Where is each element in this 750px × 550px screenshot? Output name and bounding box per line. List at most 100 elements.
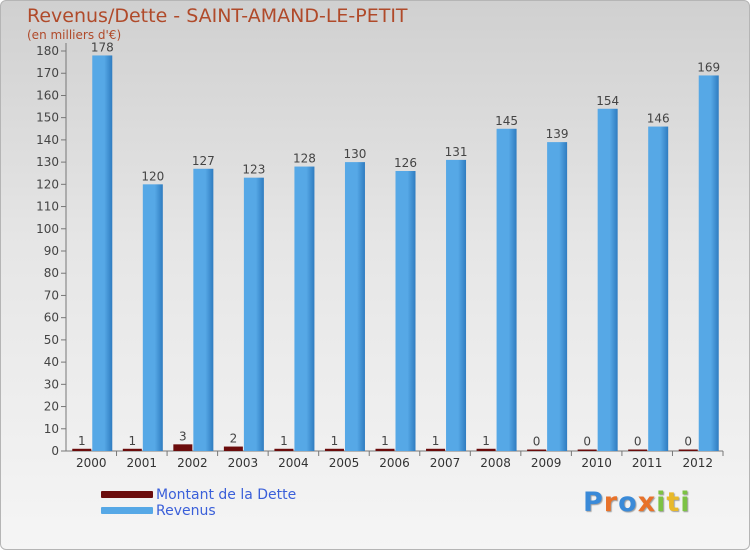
y-tick-label: 40 <box>44 355 59 369</box>
y-tick-label: 180 <box>36 44 59 58</box>
debt-bar <box>628 449 648 451</box>
debt-value-label: 0 <box>634 435 642 449</box>
debt-bar <box>476 448 496 451</box>
x-tick-label: 2002 <box>177 456 208 470</box>
debt-value-label: 1 <box>432 434 440 448</box>
revenue-value-label: 146 <box>647 112 670 126</box>
debt-value-label: 0 <box>533 435 541 449</box>
debt-bar <box>577 449 597 451</box>
debt-value-label: 1 <box>78 434 86 448</box>
y-tick-label: 80 <box>44 266 59 280</box>
logo-letter: t <box>666 487 681 518</box>
revenue-value-label: 139 <box>546 127 569 141</box>
legend-swatch-debt <box>101 491 153 498</box>
debt-value-label: 1 <box>482 434 490 448</box>
debt-value-label: 1 <box>128 434 136 448</box>
proxiti-logo: Proxiti <box>583 487 691 518</box>
y-tick-label: 170 <box>36 66 59 80</box>
revenue-bar <box>344 162 365 451</box>
revenue-bar <box>193 168 214 451</box>
y-tick-label: 50 <box>44 333 59 347</box>
debt-value-label: 1 <box>331 434 339 448</box>
x-tick-label: 2003 <box>228 456 259 470</box>
y-tick-label: 140 <box>36 133 59 147</box>
revenue-value-label: 120 <box>141 169 164 183</box>
y-tick-label: 30 <box>44 377 59 391</box>
logo-letter: x <box>637 487 657 518</box>
legend-label-debt: Montant de la Dette <box>156 487 297 503</box>
revenue-value-label: 127 <box>192 154 215 168</box>
revenue-bar <box>496 128 517 451</box>
logo-letter: i <box>656 487 667 518</box>
logo-letter: i <box>680 487 691 518</box>
revenue-bar <box>142 184 163 452</box>
y-tick-label: 120 <box>36 177 59 191</box>
debt-bar <box>223 446 243 451</box>
debt-value-label: 0 <box>684 435 692 449</box>
x-tick-label: 2009 <box>531 456 562 470</box>
x-tick-label: 2001 <box>127 456 158 470</box>
revenue-value-label: 126 <box>394 156 417 170</box>
revenue-value-label: 131 <box>445 145 468 159</box>
debt-bar <box>375 448 395 451</box>
y-tick-label: 20 <box>44 400 59 414</box>
debt-value-label: 0 <box>583 435 591 449</box>
revenue-bar <box>294 166 315 452</box>
y-tick-label: 100 <box>36 222 59 236</box>
revenue-bar <box>698 75 719 451</box>
y-tick-label: 150 <box>36 111 59 125</box>
y-tick-label: 110 <box>36 200 59 214</box>
y-tick-label: 10 <box>44 422 59 436</box>
debt-bar <box>527 449 547 451</box>
debt-value-label: 2 <box>230 432 238 446</box>
logo-letter: P <box>583 487 604 518</box>
legend-swatch-revenue <box>101 507 153 514</box>
revenue-bar <box>92 55 113 451</box>
revenue-value-label: 123 <box>242 163 265 177</box>
debt-bar <box>122 448 142 451</box>
chart-subtitle: (en milliers d'€) <box>27 28 122 42</box>
legend-label-revenue: Revenus <box>156 503 216 519</box>
revenue-bar <box>395 171 416 451</box>
x-tick-label: 2007 <box>430 456 461 470</box>
y-tick-label: 160 <box>36 88 59 102</box>
x-tick-label: 2004 <box>278 456 309 470</box>
debt-bar <box>426 448 446 451</box>
y-tick-label: 0 <box>51 444 59 458</box>
revenue-bar <box>446 159 467 451</box>
y-tick-label: 90 <box>44 244 59 258</box>
logo-letter: o <box>618 487 638 518</box>
revenue-value-label: 145 <box>495 114 518 128</box>
revenue-value-label: 169 <box>697 60 720 74</box>
debt-bar <box>324 448 344 451</box>
revenue-bar <box>243 177 264 451</box>
x-tick-label: 2005 <box>329 456 360 470</box>
x-tick-label: 2006 <box>379 456 410 470</box>
debt-bar <box>678 449 698 451</box>
y-tick-label: 130 <box>36 155 59 169</box>
y-tick-label: 60 <box>44 311 59 325</box>
logo-letter: r <box>603 487 619 518</box>
revenue-value-label: 128 <box>293 152 316 166</box>
chart-title: Revenus/Dette - SAINT-AMAND-LE-PETIT <box>27 5 408 27</box>
revenue-value-label: 154 <box>596 94 619 108</box>
revenue-bar <box>597 108 618 452</box>
revenue-value-label: 178 <box>91 40 114 54</box>
revenue-bar <box>648 126 669 452</box>
y-tick-label: 70 <box>44 288 59 302</box>
debt-value-label: 1 <box>381 434 389 448</box>
x-tick-label: 2011 <box>632 456 663 470</box>
debt-bar <box>274 448 294 451</box>
x-tick-label: 2000 <box>76 456 107 470</box>
x-tick-label: 2008 <box>480 456 511 470</box>
x-tick-label: 2010 <box>581 456 612 470</box>
debt-value-label: 1 <box>280 434 288 448</box>
debt-bar <box>72 448 92 451</box>
debt-value-label: 3 <box>179 429 187 443</box>
x-tick-label: 2012 <box>682 456 713 470</box>
revenue-value-label: 130 <box>344 147 367 161</box>
revenue-bar <box>547 142 568 451</box>
debt-bar <box>173 444 193 451</box>
